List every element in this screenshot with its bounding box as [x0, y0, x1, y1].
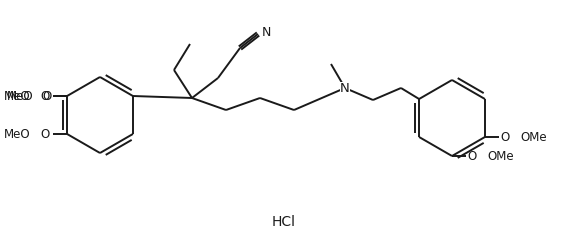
Text: MeO: MeO — [3, 127, 30, 141]
Text: O: O — [500, 130, 509, 144]
Text: N: N — [262, 26, 271, 40]
Text: MeO: MeO — [6, 89, 33, 103]
Text: O: O — [41, 89, 50, 103]
Text: O: O — [467, 149, 476, 163]
Text: OMe: OMe — [487, 149, 514, 163]
Text: O: O — [43, 89, 52, 103]
Text: HCl: HCl — [272, 215, 296, 229]
Text: MeO: MeO — [3, 89, 30, 103]
Text: O: O — [41, 127, 50, 141]
Text: OMe: OMe — [520, 130, 547, 144]
Text: N: N — [340, 82, 350, 95]
